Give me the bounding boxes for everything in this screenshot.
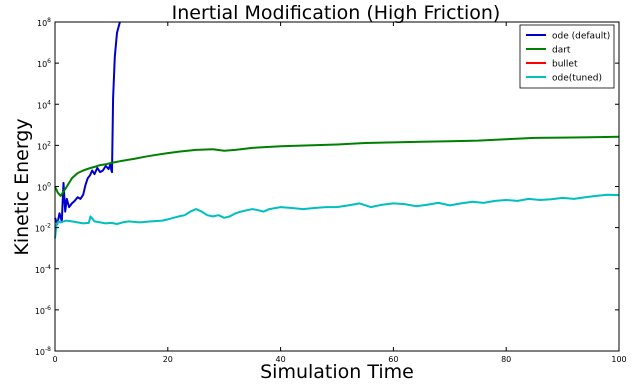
x-tick-label-4: 80 — [501, 355, 511, 364]
x-tick-label-5: 100 — [611, 355, 626, 364]
legend-label-2: bullet — [552, 60, 578, 70]
series-line-0 — [54, 21, 121, 225]
y-tick-label-2: 10-4 — [35, 264, 51, 275]
series-line-3 — [54, 193, 620, 239]
x-tick-label-3: 60 — [388, 355, 398, 364]
x-tick-label-1: 20 — [163, 355, 173, 364]
legend-label-1: dart — [552, 46, 571, 56]
legend-label-0: ode (default) — [552, 32, 610, 42]
x-tick-label-0: 0 — [52, 355, 57, 364]
y-tick-label-1: 10-6 — [35, 305, 51, 316]
x-axis-label: Simulation Time — [260, 361, 414, 383]
x-tick-label-2: 40 — [276, 355, 286, 364]
y-tick-label-3: 10-2 — [35, 223, 51, 234]
y-tick-label-0: 10-8 — [35, 346, 51, 357]
y-tick-label-5: 102 — [37, 140, 51, 151]
y-tick-label-7: 106 — [37, 58, 51, 69]
y-tick-label-6: 104 — [37, 99, 51, 110]
legend: ode (default) dart bullet ode(tuned) — [519, 24, 615, 89]
y-tick-label-8: 108 — [37, 17, 51, 28]
series-layer — [54, 21, 620, 239]
y-tick-label-4: 100 — [37, 182, 51, 193]
chart-title: Inertial Modification (High Friction) — [172, 2, 501, 24]
axes-layer: 0 20 40 60 80 100 10-8 10-6 10-4 10-2 100 102 104 106… — [35, 17, 627, 364]
series-line-1 — [54, 135, 620, 197]
y-axis-label: Kinetic Energy — [11, 118, 33, 255]
legend-label-3: ode(tuned) — [552, 74, 602, 84]
